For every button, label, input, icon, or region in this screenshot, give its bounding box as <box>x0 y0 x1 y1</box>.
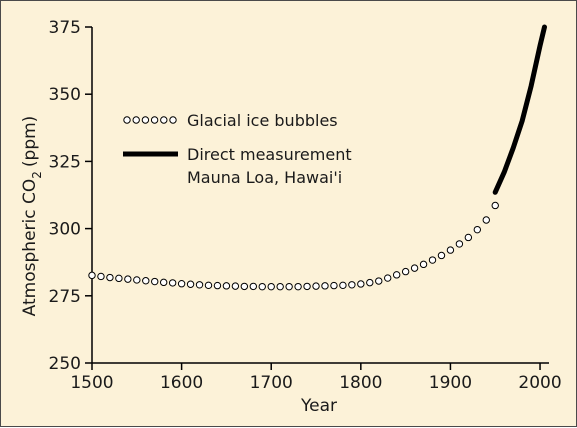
data-point <box>392 271 401 279</box>
legend-label-ice-bubbles: Glacial ice bubbles <box>187 111 338 130</box>
data-point <box>240 282 249 291</box>
legend-marker-point <box>123 116 131 124</box>
legend-marker-point <box>141 116 150 124</box>
y-tick-label: 325 <box>49 152 81 172</box>
x-tick-label: 1600 <box>160 373 203 393</box>
data-point <box>482 216 490 224</box>
data-point <box>151 277 159 286</box>
data-point <box>249 282 257 291</box>
data-point <box>168 279 177 287</box>
x-tick-label: 2000 <box>518 373 561 393</box>
data-point <box>204 281 213 290</box>
data-point <box>348 281 356 289</box>
data-point <box>455 240 464 248</box>
y-axis-title: Atmospheric CO2 (ppm) <box>20 116 44 317</box>
data-point <box>375 277 383 285</box>
x-axis-title: Year <box>300 396 337 416</box>
legend-label-direct-line2: Mauna Loa, Hawai'i <box>187 168 342 187</box>
data-point <box>473 225 482 234</box>
data-point <box>124 275 132 283</box>
data-point <box>321 282 329 290</box>
data-point <box>213 281 222 290</box>
y-tick-label: 250 <box>49 354 81 374</box>
data-point <box>142 277 150 285</box>
data-point <box>133 276 141 284</box>
legend-marker-point <box>160 116 168 124</box>
data-point <box>267 282 275 291</box>
data-point <box>159 278 168 287</box>
series-line <box>492 24 547 195</box>
axes <box>91 27 549 364</box>
data-point <box>88 271 96 280</box>
x-tick-label: 1700 <box>250 373 293 393</box>
data-point <box>366 278 374 287</box>
ticks: 250 275 300 325 350 375 1500 1600 1700 1800 1900 20… <box>49 18 562 393</box>
data-point <box>276 282 284 291</box>
y-axis-title-main: Atmospheric CO <box>20 179 40 317</box>
data-point <box>195 281 204 289</box>
data-point <box>285 282 293 291</box>
data-point <box>312 282 320 290</box>
data-point <box>491 201 499 210</box>
data-point <box>339 281 347 290</box>
x-tick-label: 1500 <box>70 373 113 393</box>
y-tick-label: 375 <box>49 18 81 38</box>
data-point <box>437 251 446 260</box>
y-tick-label: 275 <box>49 287 81 307</box>
y-tick-label: 350 <box>49 85 81 105</box>
x-tick-label: 1800 <box>339 373 382 393</box>
data-point <box>177 280 186 288</box>
data-point <box>428 256 437 264</box>
data-point <box>384 274 392 282</box>
y-axis-title-unit: (ppm) <box>20 116 40 167</box>
legend-marker-point <box>132 116 140 124</box>
data-point <box>222 282 231 290</box>
data-point <box>97 272 105 281</box>
data-point <box>294 282 302 291</box>
y-axis-title-subscript: 2 <box>30 171 44 179</box>
data-point <box>464 233 473 242</box>
data-point <box>115 274 123 283</box>
x-tick-label: 1900 <box>429 373 472 393</box>
data-point <box>330 281 338 290</box>
data-point <box>231 282 240 290</box>
y-tick-label: 300 <box>49 220 81 240</box>
data-point <box>410 264 419 272</box>
legend-marker-point <box>150 116 159 124</box>
legend-label-direct-line1: Direct measurement <box>187 145 352 164</box>
data-point <box>303 282 311 291</box>
data-point <box>357 280 365 288</box>
legend-marker-point <box>169 116 177 124</box>
series-glacial-ice-bubbles <box>88 201 499 291</box>
data-point <box>258 282 266 291</box>
data-point <box>106 273 114 282</box>
data-point <box>419 260 428 269</box>
series-direct-measurement <box>492 24 547 195</box>
data-point <box>186 280 195 288</box>
data-point <box>401 267 410 276</box>
legend-marker-ice-bubbles <box>123 116 177 124</box>
data-point <box>446 246 455 254</box>
legend: Glacial ice bubbles Direct measurement M… <box>123 111 352 187</box>
